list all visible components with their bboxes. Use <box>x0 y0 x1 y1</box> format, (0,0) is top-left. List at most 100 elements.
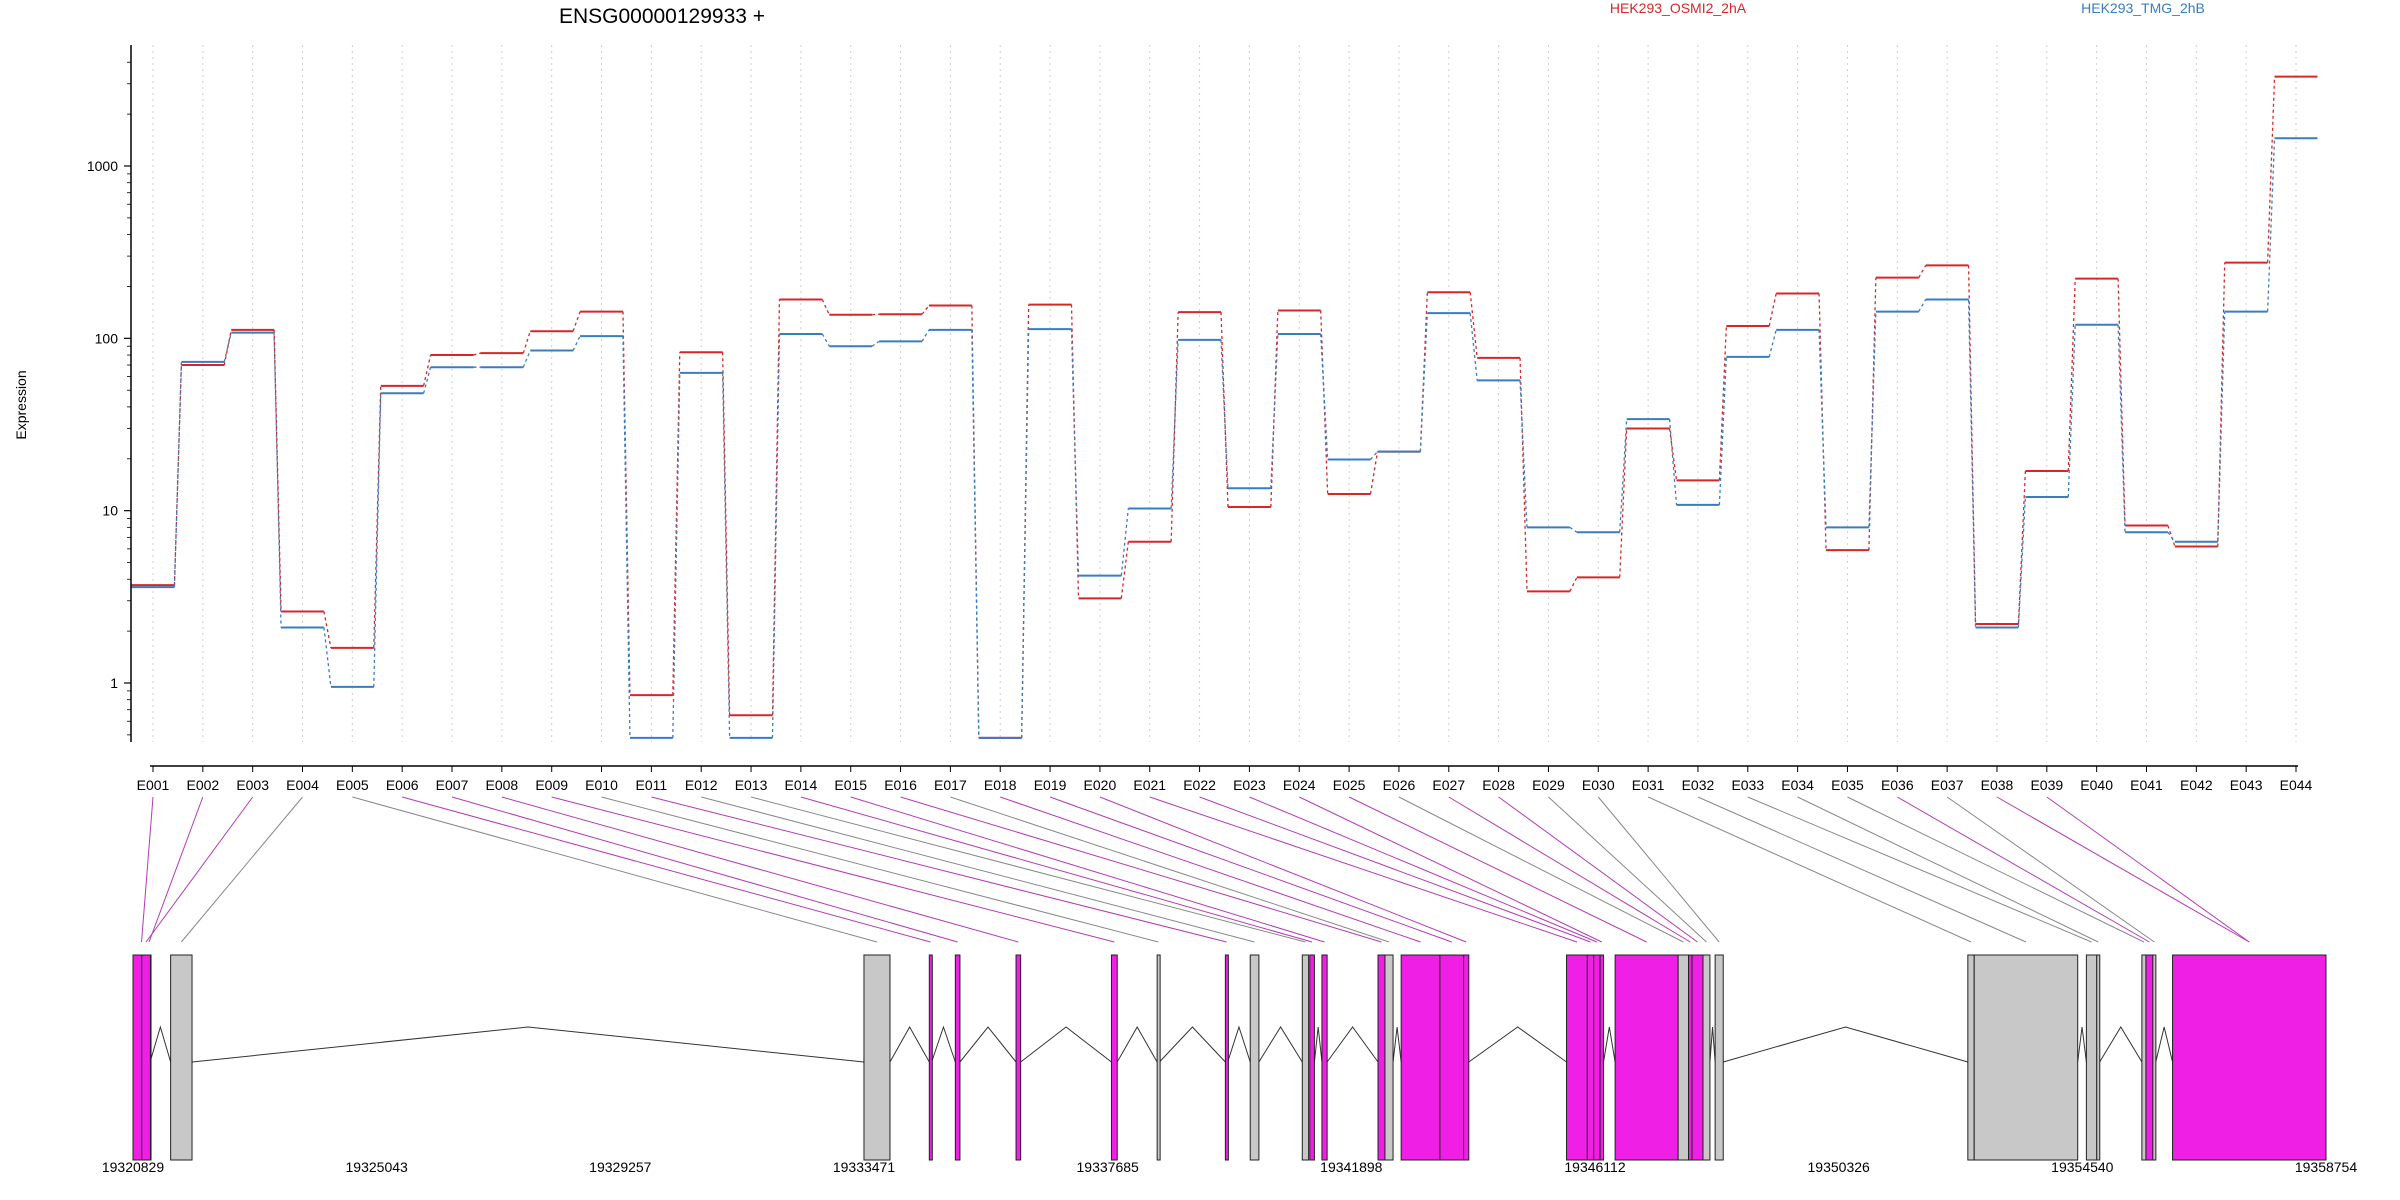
series-connector <box>1718 356 1728 505</box>
exon-box <box>1156 954 1161 1161</box>
intron-line <box>959 1026 1017 1063</box>
x-tick-label: E010 <box>585 777 618 793</box>
series-connector <box>1469 292 1478 358</box>
series-connector <box>1967 299 1977 628</box>
y-tick-label: 1000 <box>87 158 118 174</box>
y-axis-label: Expression <box>13 370 29 439</box>
series-connector <box>971 329 980 738</box>
exon-box <box>1691 954 1704 1161</box>
exon-box <box>1321 954 1328 1161</box>
intron-line <box>889 1025 930 1063</box>
series-connector <box>2217 262 2226 547</box>
x-tick-label: E008 <box>486 777 519 793</box>
genome-tick-label: 19354540 <box>2051 1159 2114 1175</box>
exon-mapping-line <box>701 796 1255 943</box>
exon-box <box>928 954 933 1161</box>
exon-box <box>1015 954 1022 1161</box>
series-connector <box>2266 138 2276 312</box>
legend-osmi2: HEK293_OSMI2_2hA <box>1610 0 1747 16</box>
genome-tick-label: 19346112 <box>1564 1159 1625 1175</box>
series-connector <box>572 311 581 332</box>
exon-box <box>1967 954 1975 1161</box>
intron-line <box>1116 1025 1158 1063</box>
exon-box <box>1377 954 1386 1161</box>
genome-tick-label: 19337685 <box>1077 1159 1140 1175</box>
series-lines <box>131 75 2318 739</box>
series-connector <box>721 352 731 716</box>
series-connector <box>1021 329 1030 738</box>
series-connector <box>1120 508 1129 576</box>
exon-mapping-line <box>1897 796 2150 943</box>
x-tick-label: E003 <box>236 777 269 793</box>
series-connector <box>1569 526 1578 533</box>
intron-line <box>1468 1026 1567 1063</box>
intron-line <box>2155 1026 2174 1063</box>
exon-box <box>1439 954 1465 1161</box>
exon-mapping-line <box>1747 796 2092 943</box>
axes: E001 E002 E003 E004 E005 E006 E007 E008 E009 E010… <box>87 45 2357 1175</box>
exon-box <box>1586 954 1595 1161</box>
series-connector <box>1170 312 1179 542</box>
exon-box <box>1593 954 1601 1161</box>
series-connector <box>1370 451 1378 460</box>
series-connector <box>872 313 880 316</box>
x-tick-label: E009 <box>535 777 568 793</box>
x-tick-label: E027 <box>1432 777 1465 793</box>
exon-box <box>1224 954 1229 1161</box>
x-tick-label: E002 <box>186 777 219 793</box>
exon-mapping-line <box>1548 796 1707 943</box>
intron-line <box>1159 1026 1226 1063</box>
series-connector <box>821 333 830 347</box>
x-tick-label: E033 <box>1731 777 1764 793</box>
series-connector <box>1519 380 1528 528</box>
exon-box <box>1566 954 1588 1161</box>
x-tick-label: E017 <box>934 777 967 793</box>
exon-mapping-line <box>1199 796 1591 943</box>
intron-line <box>2099 1026 2143 1063</box>
series-connector <box>1369 451 1379 495</box>
intron-line <box>2077 1026 2087 1063</box>
x-tick-label: E039 <box>2030 777 2063 793</box>
x-tick-label: E005 <box>336 777 369 793</box>
x-tick-label: E007 <box>436 777 469 793</box>
series-connector <box>1419 313 1428 452</box>
series-connector <box>2217 311 2226 542</box>
exon-mapping-line <box>141 796 154 943</box>
series-connector <box>2017 470 2027 625</box>
x-tick-label: E028 <box>1482 777 1515 793</box>
series-connector <box>2017 496 2027 628</box>
x-tick-label: E031 <box>1632 777 1665 793</box>
series-connector <box>1718 325 1728 481</box>
intron-line <box>1723 1026 1968 1063</box>
x-tick-label: E030 <box>1582 777 1615 793</box>
exon-box <box>1599 954 1605 1161</box>
exon-mapping-line <box>1797 796 2099 943</box>
grid-lines <box>152 45 2297 742</box>
x-tick-label: E021 <box>1133 777 1166 793</box>
series-connector <box>672 352 681 696</box>
x-tick-label: E035 <box>1831 777 1864 793</box>
x-tick-label: E029 <box>1532 777 1565 793</box>
genome-tick-label: 19333471 <box>833 1159 896 1175</box>
exon-box <box>1110 954 1118 1161</box>
series-connector <box>473 352 481 356</box>
series-connector <box>921 329 930 342</box>
x-tick-label: E012 <box>685 777 718 793</box>
y-tick-label: 10 <box>102 503 118 519</box>
exon-box <box>1688 954 1693 1161</box>
genome-tick-label: 19320829 <box>102 1159 165 1175</box>
exon-mapping-line <box>950 796 1390 943</box>
series-connector <box>2167 525 2176 547</box>
x-tick-label: E043 <box>2230 777 2263 793</box>
series-connector <box>1918 265 1927 278</box>
exon-mapping-line <box>1149 796 1578 943</box>
exon-box <box>2096 954 2101 1161</box>
x-tick-label: E004 <box>286 777 319 793</box>
x-tick-label: E018 <box>984 777 1017 793</box>
series-connector <box>1768 293 1777 327</box>
intron-line <box>191 1026 865 1063</box>
series-connector <box>173 365 183 586</box>
genome-tick-label: 19329257 <box>589 1159 652 1175</box>
x-tick-label: E013 <box>735 777 768 793</box>
exon-box <box>2172 954 2327 1161</box>
